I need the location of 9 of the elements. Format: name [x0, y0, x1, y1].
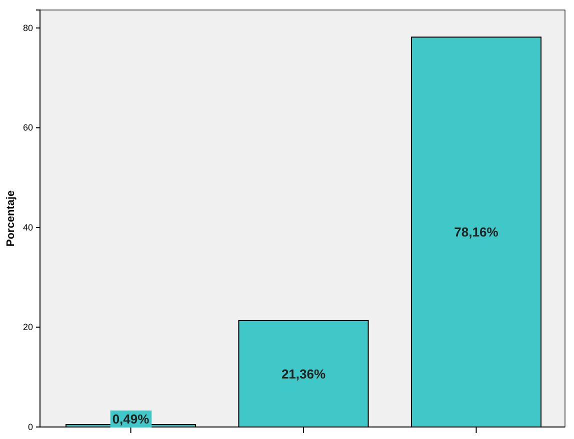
y-tick-label: 60: [22, 122, 33, 133]
y-tick-label: 80: [22, 22, 33, 33]
data-label: 78,16%: [454, 224, 499, 240]
data-label: 0,49%: [112, 412, 150, 427]
y-tick-label: 0: [28, 422, 33, 432]
y-tick-label: 20: [22, 322, 33, 332]
data-label: 21,36%: [281, 366, 326, 382]
y-tick-label: 40: [22, 222, 33, 232]
y-axis-title: Porcentaje: [5, 190, 17, 247]
